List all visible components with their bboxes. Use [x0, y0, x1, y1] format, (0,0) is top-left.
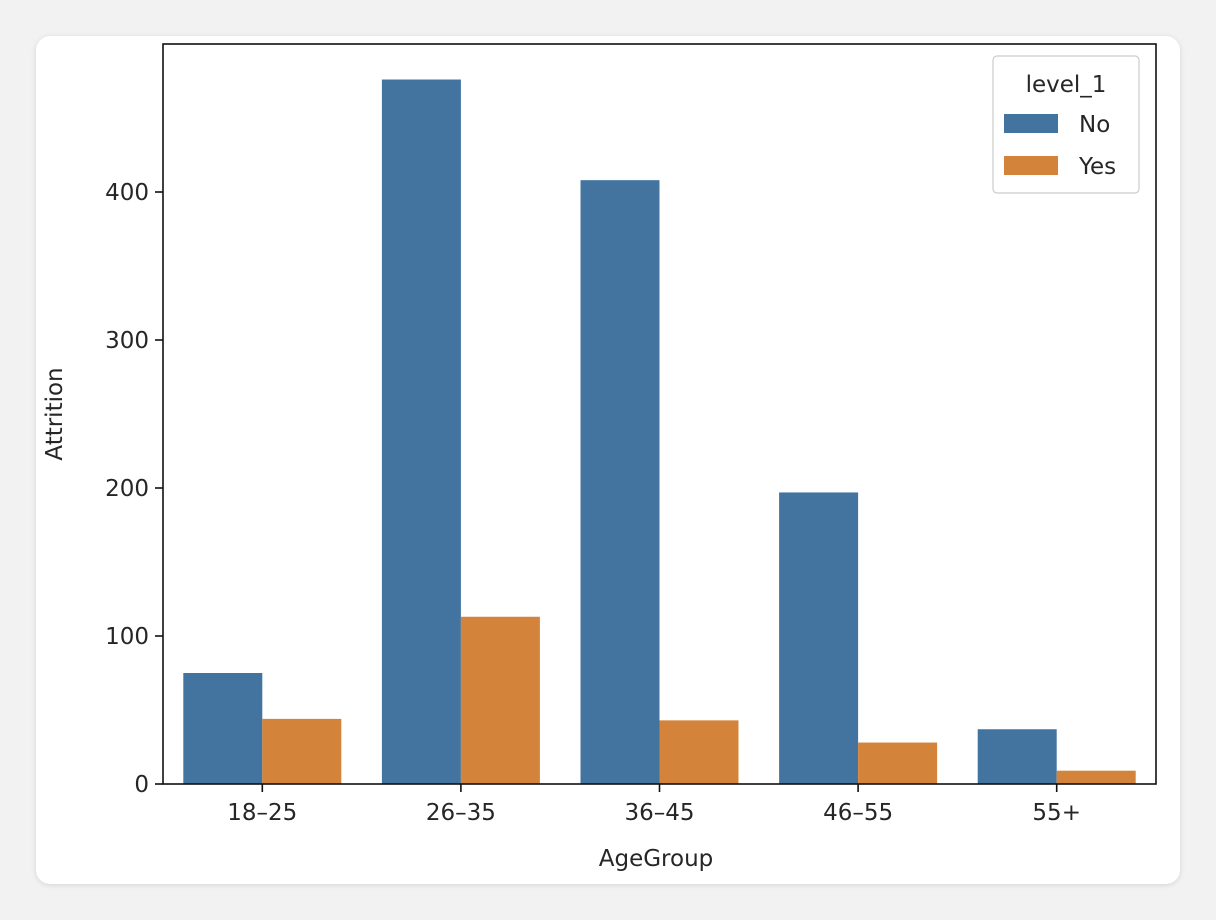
bar-yes-18-25: [262, 718, 342, 784]
y-tick-label-200: 200: [105, 476, 149, 502]
y-axis-label: Attrition: [42, 367, 68, 460]
x-tick-label-18-25: 18–25: [227, 800, 297, 826]
x-axis-label: AgeGroup: [599, 846, 714, 872]
x-tick-label-55+: 55+: [1032, 800, 1081, 826]
x-axis: 18–25 26–35 36–45 46–55 55+: [227, 784, 1081, 826]
legend-swatch-yes: [1004, 156, 1058, 175]
chart-card: 0 100 200 300 400 18–25 26–35 36–45 46–55 55+ At…: [36, 36, 1180, 884]
legend-items: No Yes: [1004, 112, 1116, 180]
bar-yes-26-35: [460, 616, 540, 784]
x-tick-label-46-55: 46–55: [823, 800, 893, 826]
x-tick-label-26-35: 26–35: [426, 800, 496, 826]
bar-yes-36-45: [659, 720, 739, 784]
x-tick-label-36-45: 36–45: [624, 800, 694, 826]
y-tick-label-300: 300: [105, 328, 149, 354]
bar-yes-55+: [1056, 770, 1136, 784]
bar-no-46-55: [779, 492, 859, 784]
legend-swatch-no: [1004, 114, 1058, 133]
y-tick-label-0: 0: [134, 772, 149, 798]
legend-label-yes: Yes: [1078, 154, 1116, 180]
legend-title: level_1: [1026, 72, 1107, 98]
bar-chart: 0 100 200 300 400 18–25 26–35 36–45 46–55 55+ At…: [42, 43, 1157, 872]
bar-no-36-45: [580, 180, 660, 784]
legend: level_1 No Yes: [992, 55, 1140, 194]
bar-yes-46-55: [858, 742, 938, 784]
legend-label-no: No: [1079, 112, 1110, 138]
y-tick-label-400: 400: [105, 180, 149, 206]
y-axis: 0 100 200 300 400: [105, 180, 163, 798]
y-tick-label-100: 100: [105, 624, 149, 650]
bar-no-18-25: [183, 673, 263, 784]
bars-layer: [183, 79, 1136, 784]
bar-no-26-35: [381, 79, 461, 784]
bar-no-55+: [977, 729, 1057, 784]
